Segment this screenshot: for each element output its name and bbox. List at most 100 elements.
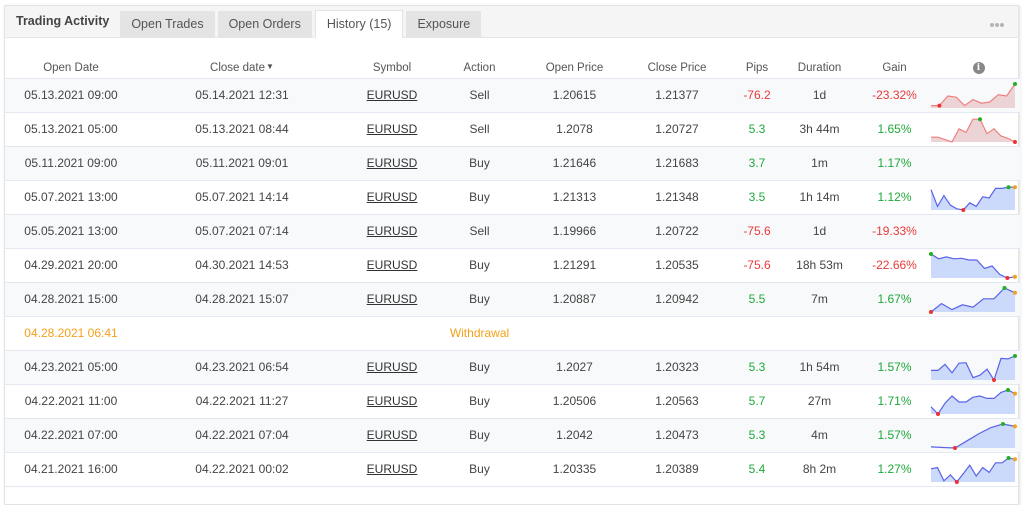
symbol-cell: EURUSD [347, 350, 437, 385]
symbol-link[interactable]: EURUSD [366, 360, 418, 374]
trading-activity-panel: Trading Activity Open Trades Open Orders… [4, 5, 1020, 505]
col-close-date[interactable]: Close date▼ [137, 38, 347, 79]
close-price: 1.20473 [627, 418, 727, 453]
tab-history[interactable]: History (15) [314, 10, 404, 38]
open-date: 04.29.2021 20:00 [5, 248, 137, 283]
close-date: 04.22.2021 07:04 [137, 418, 347, 453]
duration: 1m [787, 146, 852, 181]
table-row: 05.11.2021 09:00 05.11.2021 09:01 EURUSD Bu… [5, 146, 1020, 181]
gain: 1.17% [852, 146, 937, 181]
duration: 27m [787, 384, 852, 419]
symbol-link[interactable]: EURUSD [366, 122, 418, 136]
pips: -75.6 [727, 214, 787, 249]
col-open-date[interactable]: Open Date [5, 38, 137, 79]
open-price: 1.20506 [522, 384, 627, 419]
open-date: 05.05.2021 13:00 [5, 214, 137, 249]
col-action[interactable]: Action [437, 38, 522, 79]
empty-cell [787, 316, 852, 351]
table-row: 05.07.2021 13:00 05.07.2021 14:14 EURUSD Bu… [5, 180, 1020, 215]
action: Buy [437, 350, 522, 385]
gain: 1.67% [852, 282, 937, 317]
close-price: 1.20535 [627, 248, 727, 283]
table-row: 05.05.2021 13:00 05.07.2021 07:14 EURUSD Se… [5, 214, 1020, 249]
symbol-cell: EURUSD [347, 418, 437, 453]
open-date: 05.11.2021 09:00 [5, 146, 137, 181]
action: Sell [437, 112, 522, 147]
tab-open-trades[interactable]: Open Trades [120, 11, 215, 38]
col-info: i [937, 38, 1020, 79]
symbol-cell: EURUSD [347, 282, 437, 317]
symbol-cell: EURUSD [347, 78, 437, 113]
action: Sell [437, 78, 522, 113]
symbol-cell: EURUSD [347, 214, 437, 249]
col-symbol[interactable]: Symbol [347, 38, 437, 79]
symbol-link[interactable]: EURUSD [366, 156, 418, 170]
close-date: 05.07.2021 14:14 [137, 180, 347, 215]
symbol-link[interactable]: EURUSD [366, 258, 418, 272]
open-date: 04.23.2021 05:00 [5, 350, 137, 385]
sparkline-cell [929, 282, 1020, 317]
pips: 3.7 [727, 146, 787, 181]
close-date: 04.28.2021 15:07 [137, 282, 347, 317]
symbol-link[interactable]: EURUSD [366, 224, 418, 238]
symbol-link[interactable]: EURUSD [366, 88, 418, 102]
withdrawal-date: 04.28.2021 06:41 [5, 316, 137, 351]
symbol-cell: EURUSD [347, 452, 437, 487]
symbol-cell: EURUSD [347, 180, 437, 215]
close-date: 05.07.2021 07:14 [137, 214, 347, 249]
duration: 4m [787, 418, 852, 453]
action: Sell [437, 214, 522, 249]
col-duration[interactable]: Duration [787, 38, 852, 79]
sparkline-cell [931, 350, 1020, 385]
sparkline-cell [930, 418, 1020, 453]
gain: 1.71% [852, 384, 937, 419]
close-date: 05.11.2021 09:01 [137, 146, 347, 181]
more-dot [995, 23, 999, 27]
tab-exposure[interactable]: Exposure [406, 11, 482, 38]
sparkline-chart [930, 422, 1017, 450]
pips: -75.6 [727, 248, 787, 283]
pips: 5.4 [727, 452, 787, 487]
col-pips[interactable]: Pips [727, 38, 787, 79]
symbol-link[interactable]: EURUSD [366, 462, 418, 476]
gain: 1.12% [852, 180, 937, 215]
open-price: 1.21646 [522, 146, 627, 181]
close-price: 1.20563 [627, 384, 727, 419]
sparkline-cell [931, 78, 1020, 113]
more-options-button[interactable] [989, 16, 1004, 30]
pips: 3.5 [727, 180, 787, 215]
close-price: 1.20727 [627, 112, 727, 147]
symbol-cell: EURUSD [347, 384, 437, 419]
sparkline-chart [931, 82, 1017, 108]
symbol-link[interactable]: EURUSD [366, 428, 418, 442]
duration: 1d [787, 214, 852, 249]
close-date: 04.30.2021 14:53 [137, 248, 347, 283]
empty-cell [937, 316, 1020, 351]
table-row: 04.21.2021 16:00 04.22.2021 00:02 EURUSD Bu… [5, 452, 1020, 487]
sparkline-chart [929, 252, 1017, 280]
table-row: 04.22.2021 07:00 04.22.2021 07:04 EURUSD Bu… [5, 418, 1020, 453]
open-date: 04.28.2021 15:00 [5, 282, 137, 317]
close-date: 05.13.2021 08:44 [137, 112, 347, 147]
sort-desc-icon: ▼ [266, 61, 274, 71]
gain: -19.33% [852, 214, 937, 249]
col-gain[interactable]: Gain [852, 38, 937, 79]
symbol-link[interactable]: EURUSD [366, 394, 418, 408]
symbol-link[interactable]: EURUSD [366, 292, 418, 306]
sparkline-cell [937, 214, 1020, 249]
table-row: 04.28.2021 15:00 04.28.2021 15:07 EURUSD Bu… [5, 282, 1020, 317]
duration: 8h 2m [787, 452, 852, 487]
sparkline-cell [937, 146, 1020, 181]
info-icon[interactable]: i [972, 61, 985, 74]
close-date: 04.22.2021 11:27 [137, 384, 347, 419]
col-close-price[interactable]: Close Price [627, 38, 727, 79]
action: Buy [437, 282, 522, 317]
col-open-price[interactable]: Open Price [522, 38, 627, 79]
tab-open-orders[interactable]: Open Orders [217, 11, 312, 38]
pips: 5.3 [727, 418, 787, 453]
open-date: 04.22.2021 07:00 [5, 418, 137, 453]
symbol-link[interactable]: EURUSD [366, 190, 418, 204]
pips: -76.2 [727, 78, 787, 113]
close-date: 04.22.2021 00:02 [137, 452, 347, 487]
table-row: 05.13.2021 05:00 05.13.2021 08:44 EURUSD Se… [5, 112, 1020, 147]
